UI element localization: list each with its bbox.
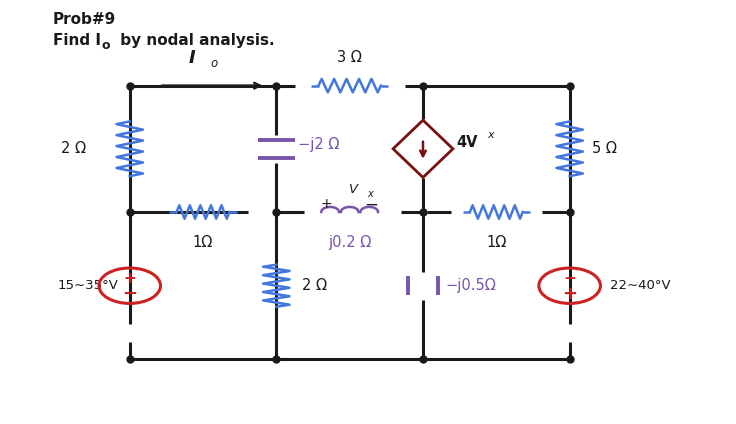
Text: x: x <box>367 189 373 198</box>
Text: 2 Ω: 2 Ω <box>302 278 327 293</box>
Text: −: − <box>563 271 576 287</box>
Text: −: − <box>365 195 378 213</box>
Text: −j2 Ω: −j2 Ω <box>298 137 340 152</box>
Text: 3 Ω: 3 Ω <box>337 50 362 65</box>
Text: V: V <box>349 183 358 196</box>
Text: −: − <box>122 285 138 303</box>
Text: j0.2 Ω: j0.2 Ω <box>328 235 371 250</box>
Text: +: + <box>320 198 332 212</box>
Text: I: I <box>188 49 195 67</box>
Text: o: o <box>101 39 110 52</box>
Text: 15∼35°V: 15∼35°V <box>58 279 118 292</box>
Text: 1Ω: 1Ω <box>486 235 506 250</box>
Text: 5 Ω: 5 Ω <box>592 141 617 156</box>
Text: by nodal analysis.: by nodal analysis. <box>115 33 275 48</box>
Text: 22∼40°V: 22∼40°V <box>610 279 670 292</box>
Text: 4V: 4V <box>456 135 478 150</box>
Text: Find I: Find I <box>53 33 101 48</box>
Text: o: o <box>210 57 218 70</box>
Text: 2 Ω: 2 Ω <box>60 141 85 156</box>
Text: Prob#9: Prob#9 <box>53 12 116 27</box>
Text: 1Ω: 1Ω <box>193 235 213 250</box>
Text: x: x <box>487 130 494 139</box>
Text: +: + <box>124 271 136 287</box>
Text: −j0.5Ω: −j0.5Ω <box>445 278 496 293</box>
Text: +: + <box>562 285 577 303</box>
